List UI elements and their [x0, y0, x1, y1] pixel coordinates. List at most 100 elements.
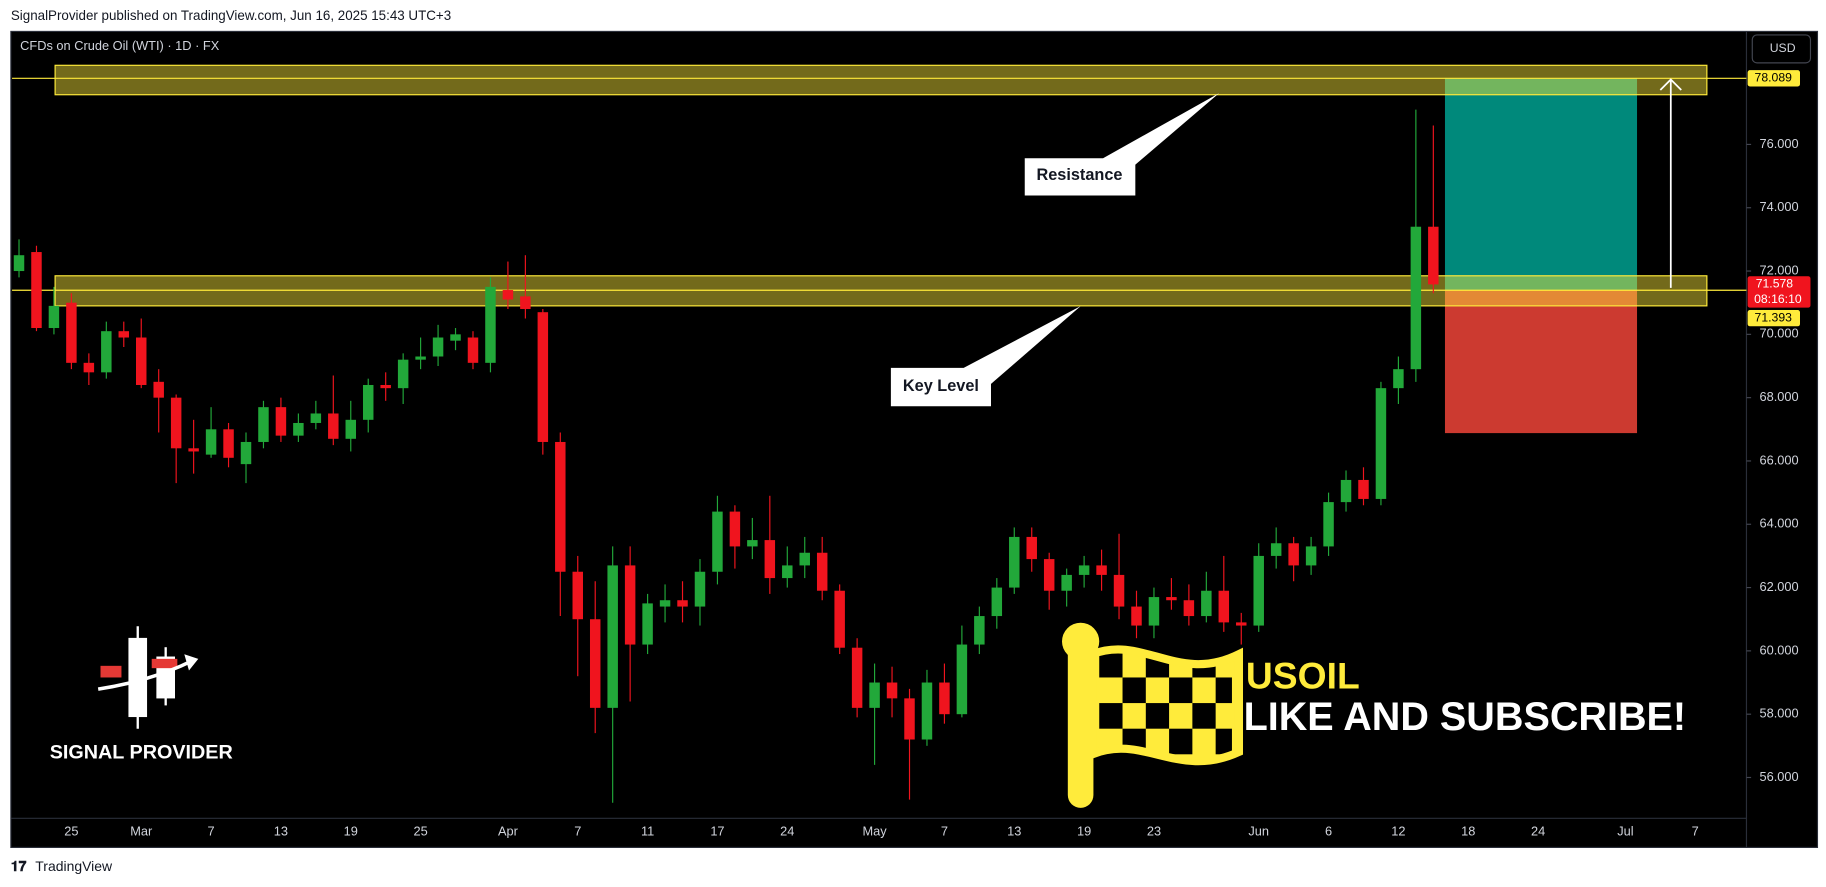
candle-body: [1375, 388, 1387, 499]
candle-body: [118, 331, 130, 338]
x-tick-label: 24: [1531, 824, 1545, 839]
candle-body: [816, 552, 828, 591]
candle-body: [886, 682, 898, 699]
y-tick-label: 62.000: [1759, 579, 1798, 594]
overlay-cta: LIKE AND SUBSCRIBE!: [1244, 695, 1687, 739]
callout-resistance: [1024, 93, 1220, 196]
candle-body: [1393, 369, 1404, 389]
candle-body: [48, 305, 60, 329]
candle-body: [136, 337, 147, 385]
flag-icon: [1061, 622, 1244, 808]
x-tick-label: 19: [1077, 824, 1091, 839]
y-tick-label: 66.000: [1759, 452, 1798, 467]
candle-body: [712, 511, 723, 572]
candle-body: [1183, 600, 1195, 617]
candle-body: [642, 603, 653, 645]
x-tick-label: Jul: [1617, 824, 1633, 839]
plot-area: [12, 64, 1747, 803]
candle-body: [1009, 536, 1020, 588]
candle-body: [659, 600, 671, 607]
candle-body: [293, 422, 304, 436]
candle-body: [572, 571, 583, 620]
callout-key-level: [890, 306, 1081, 407]
candle-body: [694, 571, 706, 607]
candle-body: [450, 334, 461, 341]
resistance-zone: [54, 64, 1708, 96]
y-tick-label: 64.000: [1759, 516, 1798, 531]
candle-body: [1253, 555, 1264, 626]
currency-label: USD: [1770, 41, 1796, 55]
footer-brand: TradingView: [35, 858, 113, 874]
logo-text: SIGNAL PROVIDER: [50, 741, 233, 763]
x-tick-label: 24: [780, 824, 794, 839]
candle-body: [170, 397, 182, 449]
x-tick-label: 23: [1147, 824, 1161, 839]
candle-body: [799, 552, 810, 566]
target-price-tag: 78.089: [1755, 71, 1793, 85]
candle-body: [747, 540, 758, 547]
y-tick-label: 58.000: [1759, 706, 1798, 721]
x-tick-label: 25: [413, 824, 427, 839]
last-price-tag: 71.578: [1756, 277, 1794, 291]
candle-body: [1236, 622, 1247, 626]
candle-body: [101, 331, 112, 373]
candle-body: [1148, 597, 1160, 626]
candle-body: [485, 286, 496, 363]
candle-body: [275, 407, 287, 436]
candle-body: [502, 290, 514, 300]
candle-body: [974, 616, 985, 645]
candle-body: [310, 413, 322, 423]
candle-body: [415, 356, 426, 360]
candle-body: [1218, 590, 1230, 623]
target-arrow-head: [1659, 78, 1682, 91]
position-stop: [1444, 290, 1638, 434]
candle-body: [1340, 479, 1352, 503]
candle-body: [362, 384, 374, 420]
candle-body: [345, 419, 357, 439]
x-tick-label: Apr: [498, 824, 519, 839]
x-tick-label: Mar: [130, 824, 153, 839]
y-tick-label: 74.000: [1759, 199, 1798, 214]
x-tick-label: 7: [941, 824, 948, 839]
candle-body: [1166, 597, 1177, 601]
candle-body: [537, 312, 549, 442]
candle-body: [1113, 574, 1125, 607]
y-tick-label: 76.000: [1759, 136, 1798, 151]
callout-text: Key Level: [903, 377, 979, 395]
y-tick-label: 70.000: [1759, 326, 1798, 341]
candle-body: [380, 384, 391, 389]
candle-body: [1026, 536, 1037, 560]
y-tick-label: 72.000: [1759, 262, 1798, 277]
candle-body: [328, 413, 339, 439]
candle-body: [1061, 574, 1072, 591]
candle-body: [904, 698, 915, 740]
overlay-symbol: USOIL: [1246, 654, 1360, 696]
countdown: 08:16:10: [1754, 292, 1802, 306]
candle-body: [1428, 226, 1439, 285]
symbol-title: CFDs on Crude Oil (WTI) · 1D · FX: [20, 38, 220, 53]
footer-logo-mark: 𝟏𝟕: [11, 858, 27, 874]
x-tick-label: May: [862, 824, 887, 839]
candle-body: [83, 362, 95, 373]
candle-body: [1131, 606, 1142, 626]
entry-price-tag: 71.393: [1755, 310, 1793, 324]
entry-price-tag-bg: [1747, 310, 1800, 327]
candle-body: [205, 429, 217, 455]
currency-button[interactable]: [1751, 34, 1812, 64]
candle-body: [1201, 590, 1212, 617]
candle-body: [782, 565, 793, 579]
logo-icon: [97, 626, 199, 729]
last-price-tag-bg: [1747, 276, 1811, 308]
y-tick-label: 68.000: [1759, 389, 1798, 404]
candle-body: [939, 682, 950, 715]
x-tick-label: 19: [344, 824, 358, 839]
candle-body: [188, 448, 199, 452]
candle-body: [834, 590, 845, 648]
x-tick-label: 11: [641, 824, 654, 839]
x-tick-label: 6: [1325, 824, 1332, 839]
candle-body: [223, 429, 234, 458]
candle-body: [555, 441, 566, 572]
candle-body: [589, 619, 601, 708]
